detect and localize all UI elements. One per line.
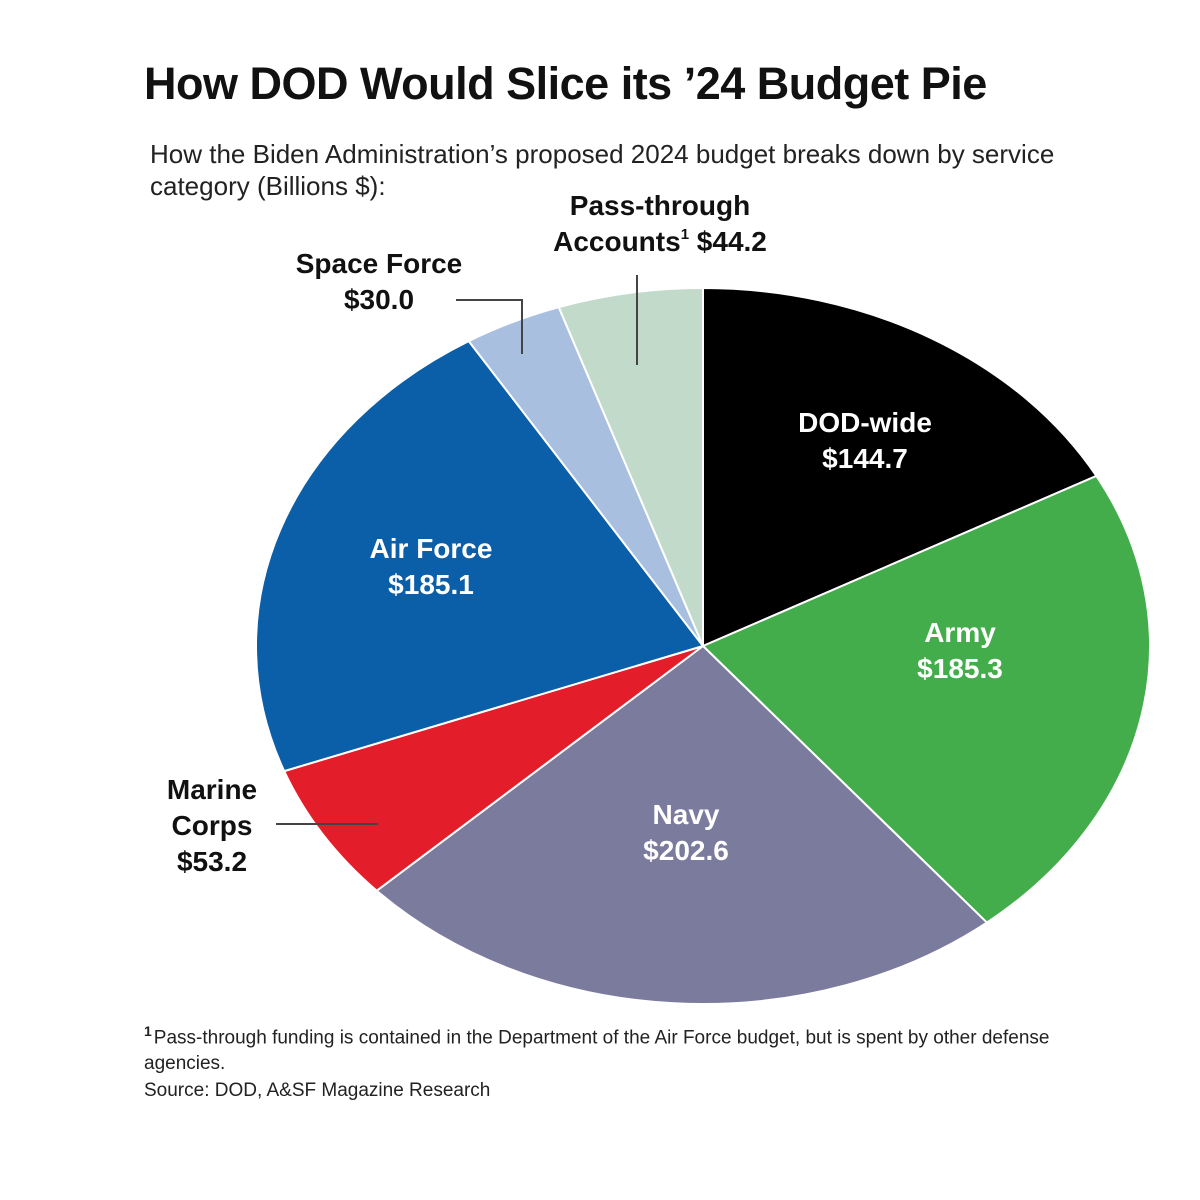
slice-value-pass-through-accounts: $44.2 [689, 226, 767, 257]
footnote-marker-pass-through: 1 [681, 226, 689, 243]
slice-value-dod-wide: $144.7 [822, 443, 908, 474]
slice-name-marine-corps: Marine [167, 774, 257, 805]
footnote: 1 Pass-through funding is contained in th… [144, 1018, 1104, 1077]
slice-name-dod-wide: DOD-wide [798, 407, 932, 438]
slice-name-navy: Navy [653, 799, 720, 830]
slice-pass-through-accounts [557, 286, 704, 647]
slice-name-pass-through-accounts-2: Accounts [553, 226, 681, 257]
slice-name-pass-through-accounts: Pass-through [570, 190, 750, 221]
slice-name-marine-corps: Corps [172, 810, 253, 841]
slice-label-navy: Navy $202.6 [643, 799, 729, 866]
chart-title: How DOD Would Slice its ’24 Budget Pie [144, 58, 987, 109]
footnote-marker: 1 [144, 1023, 152, 1039]
slice-name-air-force: Air Force [370, 533, 493, 564]
slice-marine-corps [282, 645, 704, 892]
slice-value-marine-corps: $53.2 [177, 846, 247, 877]
slice-value-navy: $202.6 [643, 835, 729, 866]
source-note: Source: DOD, A&SF Magazine Research [144, 1080, 491, 1101]
slice-value-army: $185.3 [917, 653, 1003, 684]
footnote-text: Pass-through funding is contained in the… [144, 1027, 1050, 1075]
slice-label-dod-wide: DOD-wide $144.7 [798, 407, 932, 474]
callout-line-space-force [456, 299, 523, 354]
slice-name-army: Army [924, 617, 996, 648]
slice-army [701, 474, 1151, 924]
slice-label-air-force: Air Force $185.1 [370, 533, 493, 600]
chart-subtitle: How the Biden Administration’s proposed … [150, 139, 1055, 201]
slice-label-marine-corps: Marine Corps $53.2 [167, 774, 257, 877]
slice-label-pass-through-accounts: Pass-through Accounts1 $44.2 [553, 190, 767, 257]
slice-label-space-force: Space Force $30.0 [296, 248, 463, 315]
slice-air-force [255, 339, 705, 773]
slice-value-air-force: $185.1 [388, 569, 474, 600]
slice-value-space-force: $30.0 [344, 284, 414, 315]
slice-dod-wide [702, 286, 1098, 648]
slice-navy [375, 644, 989, 1005]
slice-name-space-force: Space Force [296, 248, 463, 279]
slice-label-army: Army $185.3 [917, 617, 1003, 684]
